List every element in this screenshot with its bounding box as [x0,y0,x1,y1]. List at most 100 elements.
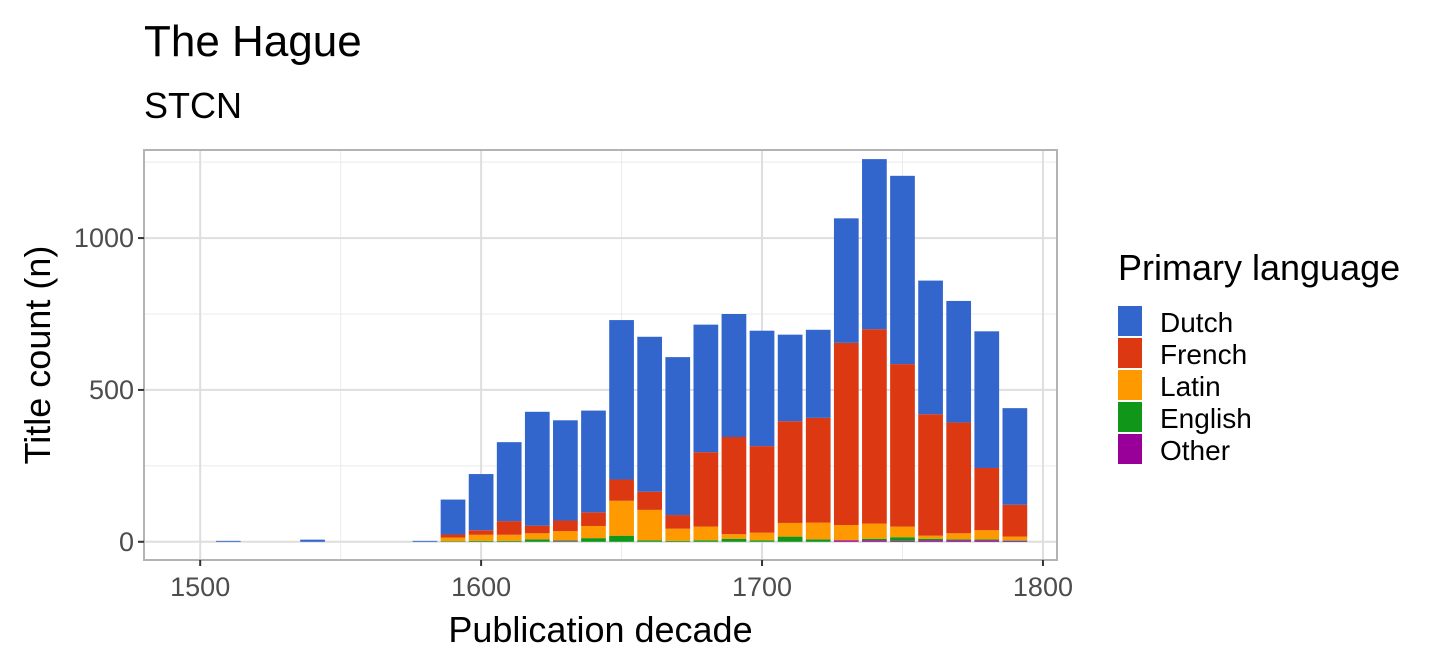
bar-segment [553,541,578,542]
bar-segment [637,491,663,510]
bar-segment [215,540,241,542]
legend-title: Primary language [1118,247,1400,288]
bar-segment [1002,540,1028,541]
bar-segment [749,330,775,447]
bar-segment [918,540,943,542]
bar-segment [665,357,691,516]
legend-key [1118,306,1142,336]
legend-label: Latin [1160,371,1221,402]
bar-segment [524,411,550,526]
bar-segment [749,540,775,542]
bar-segment [468,530,494,535]
bar-segment [862,159,887,330]
bar-segment [496,521,522,535]
bar-segment [890,175,915,365]
bar-segment [946,300,972,423]
bar-segment [693,452,719,527]
bar-segment [1002,408,1028,505]
legend-key [1118,402,1142,432]
bar-segment [721,437,747,535]
bar-segment [777,522,803,537]
bar-segment [468,534,494,541]
plot-border [143,149,1058,561]
bar-segment [890,537,915,541]
bar-segment [749,446,775,533]
bar-segment [946,422,972,534]
bar-segment [805,417,831,523]
bar-segment [833,540,859,542]
legend: Primary language DutchFrenchLatinEnglish… [1118,247,1400,466]
bar-segment [524,525,550,534]
legend-label: English [1160,403,1252,434]
x-tick-label: 1500 [170,572,230,602]
bar-segment [721,314,747,437]
bar-segment [553,540,578,542]
legend-key [1118,338,1142,368]
bar-segment [553,520,578,532]
bar-segment [693,324,719,453]
bar-segment [412,540,438,542]
bar-segment [974,540,1000,542]
bar-segment [946,533,972,540]
bar-segment [890,526,915,538]
y-tick-label: 0 [119,527,134,557]
bar-segment [693,540,719,542]
bar-segment [609,535,634,542]
bar-segment [777,334,803,422]
bar-segment [665,528,691,541]
bar-segment [974,467,1000,531]
bar-segment [777,421,803,523]
bar-segment [862,329,887,524]
bar-segment [468,474,494,531]
bar-segment [862,538,887,541]
x-axis-ticks: 1500 1600 1700 1800 [170,560,1073,602]
bar-segment [496,442,522,522]
bar-segment [805,522,831,540]
bar-segment [524,539,550,542]
bar-segment [833,525,859,541]
bar-segment [749,532,775,541]
bar-segment [496,534,522,541]
bar-segment [693,526,719,541]
legend-label: Dutch [1160,307,1233,338]
bar-segment [609,479,634,501]
bar-segment [918,535,943,539]
bar-segment [805,539,831,542]
x-tick-label: 1700 [732,572,792,602]
bar-segment [862,523,887,539]
bar-segment [862,540,887,542]
bar-segment [440,541,466,542]
bar-segment [918,280,943,415]
bar-segment [890,364,915,527]
bar-segment [637,336,663,492]
bar-segment [918,538,943,541]
bar-segment [777,536,803,542]
legend-label: French [1160,339,1247,370]
bar-segment [553,531,578,541]
bar-segment [468,540,494,542]
bar-segment [665,515,691,529]
bar-segment [581,512,606,526]
bar-segment [1002,540,1028,542]
bar-segment [581,525,606,539]
bar-segment [440,534,466,538]
bar-segment [721,534,747,539]
bar-segment [665,540,691,542]
legend-key [1118,434,1142,464]
bar-segment [524,533,550,540]
x-axis-title: Publication decade [448,609,752,650]
y-tick-label: 500 [89,375,134,405]
bar-segment [496,540,522,542]
bar-segment [637,540,663,542]
bar-segment [805,329,831,418]
bar-segment [637,509,663,541]
bar-segment [609,320,634,480]
bar-segment [918,414,943,536]
y-axis-ticks: 0 500 1000 [74,223,144,557]
bar-segment [974,331,1000,468]
bar-segment [581,410,606,513]
x-tick-label: 1800 [1013,572,1073,602]
bars [215,159,1028,542]
bar-segment [1002,504,1028,537]
